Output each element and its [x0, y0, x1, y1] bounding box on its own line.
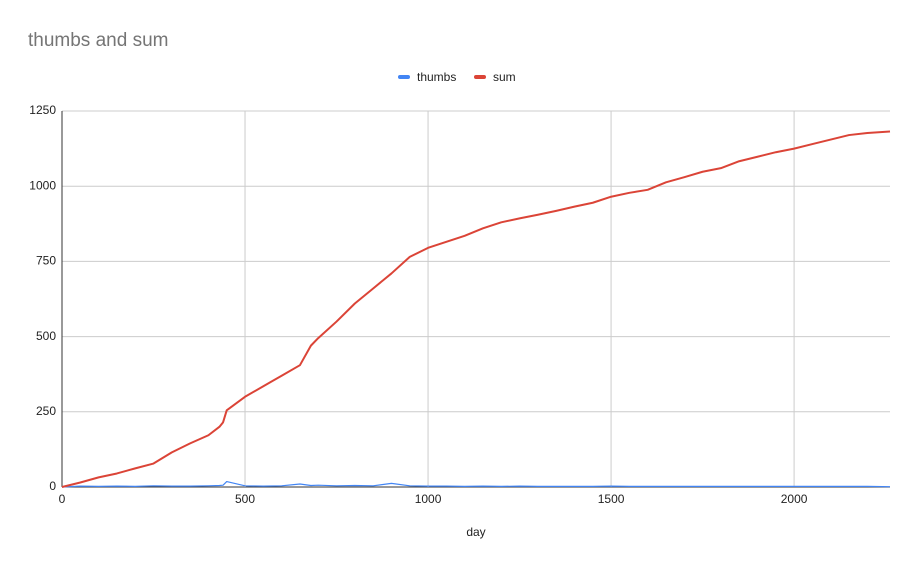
y-tick-label: 1000 — [29, 178, 56, 192]
legend-label: sum — [493, 70, 516, 84]
legend-swatch — [398, 75, 410, 79]
y-tick-label: 250 — [36, 404, 56, 418]
legend-swatch — [474, 75, 486, 79]
x-axis-label: day — [466, 525, 485, 539]
y-tick-label: 750 — [36, 254, 56, 268]
line-series — [61, 130, 891, 488]
x-tick-label: 1500 — [598, 492, 625, 506]
x-tick-label: 2000 — [781, 492, 808, 506]
x-tick-label: 500 — [235, 492, 255, 506]
legend-label: thumbs — [417, 70, 456, 84]
legend: thumbs sum — [398, 70, 516, 84]
line-series — [61, 480, 891, 488]
x-tick-label: 1000 — [415, 492, 442, 506]
y-tick-label: 0 — [49, 479, 56, 493]
y-tick-label: 1250 — [29, 103, 56, 117]
chart-title: thumbs and sum — [28, 30, 168, 51]
y-tick-label: 500 — [36, 329, 56, 343]
x-tick-label: 0 — [59, 492, 66, 506]
